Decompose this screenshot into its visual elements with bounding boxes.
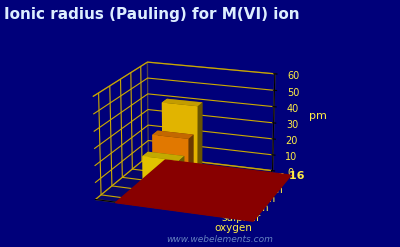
Text: www.webelements.com: www.webelements.com [166, 235, 274, 244]
Text: Ionic radius (Pauling) for M(VI) ion: Ionic radius (Pauling) for M(VI) ion [4, 7, 300, 22]
